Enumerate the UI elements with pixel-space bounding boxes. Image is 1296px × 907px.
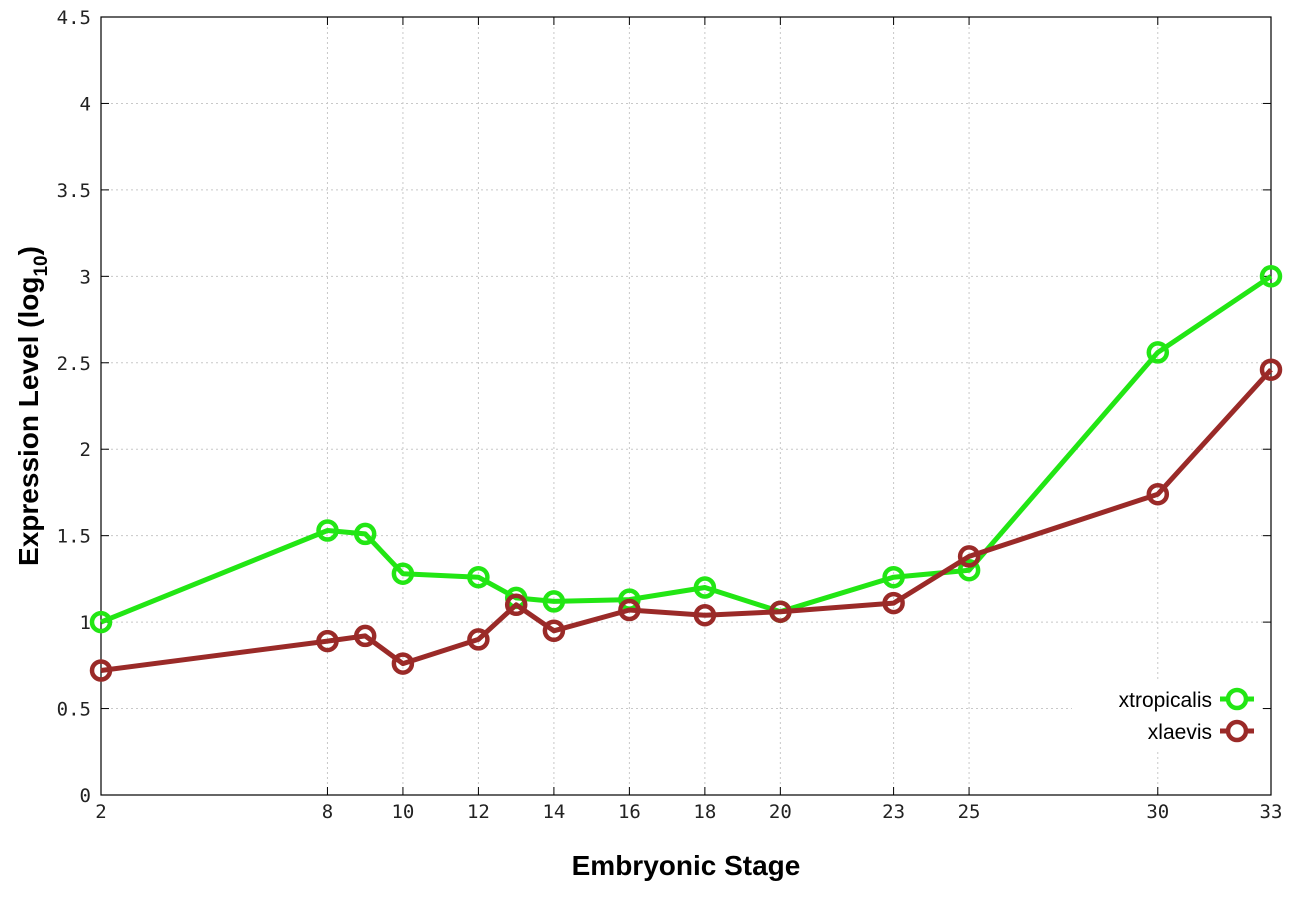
y-tick-label: 3.5 bbox=[57, 180, 91, 202]
data-point-xlaevis bbox=[618, 598, 641, 622]
data-point-xlaevis bbox=[957, 545, 981, 568]
x-tick-label: 12 bbox=[467, 801, 490, 823]
data-point-xlaevis bbox=[467, 628, 490, 651]
x-tick-label: 2 bbox=[95, 801, 106, 823]
series-xtropicalis bbox=[89, 265, 1283, 634]
y-axis-title-subscript: 10 bbox=[31, 255, 52, 276]
x-tick-label: 10 bbox=[391, 801, 414, 823]
data-point-xlaevis bbox=[1146, 482, 1170, 506]
data-point-xtropicalis bbox=[467, 565, 490, 589]
data-point-xlaevis bbox=[316, 629, 339, 653]
data-point-xlaevis bbox=[353, 624, 377, 648]
data-point-xlaevis bbox=[769, 600, 792, 623]
plot-frame bbox=[100, 16, 1272, 796]
data-point-xlaevis bbox=[504, 593, 528, 617]
axis-ticks: 0 0.5 1 1.5 2 2.5 3 3.5 4 4.5 2 8 10 12 14 16 18 20 23 25 30… bbox=[57, 7, 1283, 823]
x-tick-label: 23 bbox=[882, 801, 905, 823]
data-point-xtropicalis bbox=[1259, 265, 1283, 288]
x-tick-label: 14 bbox=[542, 801, 565, 823]
data-point-xtropicalis bbox=[316, 519, 339, 542]
data-point-xlaevis bbox=[391, 652, 415, 675]
y-tick-label: 1.5 bbox=[57, 526, 91, 548]
x-axis-title: Embryonic Stage bbox=[572, 850, 801, 881]
legend: xtropicalis xlaevis bbox=[1072, 680, 1262, 750]
y-tick-label: 0 bbox=[80, 785, 91, 807]
legend-marker-xlaevis bbox=[1225, 719, 1249, 743]
data-point-xtropicalis bbox=[1146, 341, 1170, 364]
y-tick-label: 4.5 bbox=[57, 7, 91, 29]
data-point-xtropicalis bbox=[391, 562, 415, 585]
x-tick-label: 18 bbox=[693, 801, 716, 823]
y-tick-label: 2.5 bbox=[57, 353, 91, 375]
data-point-xlaevis bbox=[542, 619, 566, 643]
data-point-xtropicalis bbox=[353, 522, 377, 546]
y-tick-label: 0.5 bbox=[57, 699, 91, 721]
x-tick-label: 8 bbox=[322, 801, 333, 823]
x-tick-label: 25 bbox=[958, 801, 981, 823]
series-line-xlaevis bbox=[100, 368, 1273, 673]
legend-marker-xtropicalis bbox=[1225, 687, 1249, 711]
series-xlaevis bbox=[89, 358, 1283, 682]
data-point-xtropicalis bbox=[957, 558, 981, 582]
series-lines bbox=[89, 265, 1283, 682]
data-point-xlaevis bbox=[1259, 358, 1283, 381]
data-point-xlaevis bbox=[693, 603, 717, 627]
y-tick-label: 1 bbox=[80, 612, 91, 634]
y-tick-label: 2 bbox=[80, 439, 91, 461]
y-axis-title-main: Expression Level (log bbox=[13, 277, 44, 566]
data-point-xtropicalis bbox=[882, 565, 905, 589]
y-tick-label: 4 bbox=[80, 93, 91, 115]
legend-label-xtropicalis: xtropicalis bbox=[1119, 689, 1212, 712]
x-tick-label: 33 bbox=[1260, 801, 1283, 823]
y-axis-title-close: ) bbox=[13, 246, 44, 255]
y-tick-label: 3 bbox=[80, 266, 91, 288]
data-point-xtropicalis bbox=[693, 576, 717, 599]
legend-label-xlaevis: xlaevis bbox=[1148, 721, 1212, 744]
y-axis-title: Expression Level (log10) bbox=[13, 246, 52, 566]
x-tick-label: 30 bbox=[1146, 801, 1169, 823]
data-point-xtropicalis bbox=[89, 610, 113, 634]
x-tick-label: 16 bbox=[618, 801, 641, 823]
x-tick-label: 20 bbox=[769, 801, 792, 823]
data-point-xtropicalis bbox=[542, 590, 566, 613]
data-point-xlaevis bbox=[89, 659, 113, 682]
grid-lines bbox=[101, 17, 1271, 795]
data-point-xlaevis bbox=[882, 591, 905, 615]
